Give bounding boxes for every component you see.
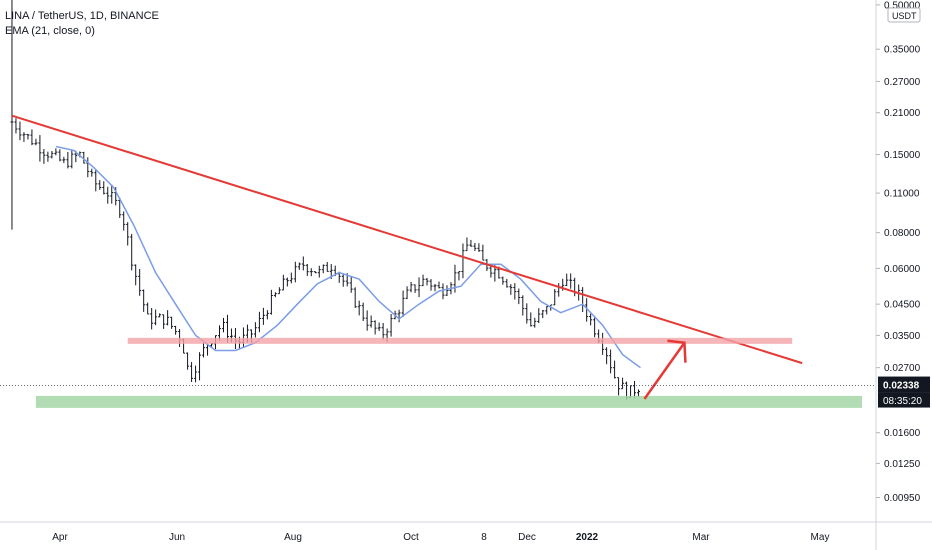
last-price-value: 0.02338 [883, 381, 920, 392]
chart-legend: LINA / TetherUS, 1D, BINANCE EMA (21, cl… [5, 9, 159, 39]
x-tick-label: Mar [692, 532, 710, 543]
up-arrow-head [667, 339, 687, 363]
x-tick-label: Oct [403, 532, 419, 543]
ema-legend[interactable]: EMA (21, close, 0) [5, 25, 95, 37]
ema-line [55, 145, 641, 369]
support-zone [35, 395, 863, 408]
y-tick-label: 0.08000 [884, 228, 921, 239]
resistance-zone [127, 337, 793, 344]
bar-countdown: 08:35:20 [883, 396, 922, 407]
y-tick-label: 0.06000 [884, 264, 921, 275]
usdt-badge [887, 7, 921, 23]
y-tick-label: 0.03500 [884, 331, 921, 342]
usdt-label: USDT [892, 11, 917, 21]
y-tick-label: 0.01600 [884, 428, 921, 439]
y-tick-label: 0.11000 [884, 189, 920, 200]
descending-trendline [11, 114, 803, 365]
y-tick-label: 0.15000 [884, 150, 921, 161]
last-price-tag [878, 376, 930, 393]
x-tick-label: 2022 [576, 532, 599, 543]
x-tick-label: Aug [284, 532, 302, 543]
y-tick-label: 0.21000 [884, 108, 921, 119]
x-tick-label: May [811, 532, 830, 543]
y-tick-label: 0.50000 [884, 0, 921, 11]
x-tick-label: Jun [169, 532, 185, 543]
x-tick-label: 8 [481, 532, 487, 543]
y-tick-label: 0.35000 [884, 45, 921, 56]
up-arrow-shaft [643, 341, 686, 400]
y-tick-label: 0.01250 [884, 459, 921, 470]
y-tick-label: 0.04500 [884, 300, 921, 311]
y-tick-label: 0.00950 [884, 493, 921, 504]
y-tick-label: 0.02700 [884, 363, 921, 374]
x-tick-label: Apr [52, 532, 68, 543]
countdown-tag [878, 392, 930, 408]
y-tick-label: 0.27000 [884, 77, 921, 88]
symbol-title[interactable]: LINA / TetherUS, 1D, BINANCE [5, 10, 159, 22]
x-tick-label: Dec [518, 532, 536, 543]
